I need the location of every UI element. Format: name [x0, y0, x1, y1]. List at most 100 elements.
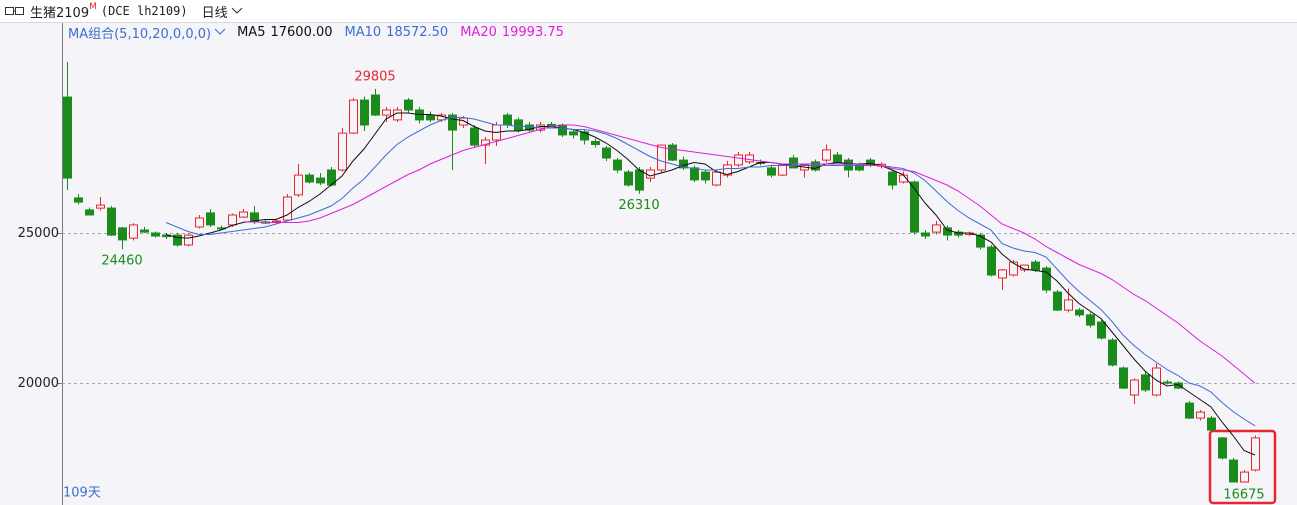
candle-body	[1229, 459, 1238, 483]
candle-body	[723, 164, 732, 176]
candle-body	[1207, 417, 1216, 431]
candle-body	[206, 212, 215, 226]
candle-body	[712, 171, 721, 186]
candle-body	[767, 167, 776, 176]
icon-part	[5, 7, 14, 15]
candle-body	[668, 144, 677, 161]
candle-body	[657, 144, 666, 171]
candle-body	[272, 220, 281, 223]
candle-body	[646, 169, 655, 179]
candle-body	[888, 171, 897, 186]
candle-body	[1075, 309, 1084, 316]
chevron	[214, 28, 226, 35]
chevron	[231, 7, 242, 14]
candle-body	[503, 114, 512, 126]
ma-line	[165, 112, 1256, 456]
candle-body	[910, 181, 919, 233]
candle-body	[140, 229, 149, 233]
candle-body	[1185, 402, 1194, 419]
candle-body	[1240, 471, 1249, 483]
candle-body	[855, 164, 864, 171]
y-tick-label: 20000	[18, 376, 59, 391]
candle-body	[580, 131, 589, 141]
extreme-label: 26310	[618, 198, 659, 213]
symbol-code: (DCE lh2109)	[100, 4, 188, 18]
candle-body	[1196, 411, 1205, 419]
candle-body	[1130, 379, 1139, 396]
candle-body	[1086, 314, 1095, 326]
candle-body	[1119, 367, 1128, 389]
candle-body	[602, 147, 611, 159]
extreme-label: 29805	[354, 69, 395, 84]
candle-body	[96, 204, 105, 209]
candle-body	[404, 99, 413, 111]
candle-body	[734, 154, 743, 166]
icon-part	[15, 7, 24, 15]
candle-body	[118, 227, 127, 241]
candle-body	[481, 139, 490, 146]
candle-body	[987, 246, 996, 276]
candle-body	[1163, 381, 1172, 384]
candle-body	[833, 154, 842, 163]
candle-body	[745, 154, 754, 163]
candle-body	[63, 96, 72, 179]
symbol-flag: M	[89, 2, 97, 12]
title-bar: 生猪2109 M (DCE lh2109) 日线	[0, 0, 1297, 23]
candle-body	[85, 209, 94, 216]
period[interactable]: 日线	[201, 5, 228, 21]
y-tick-label: 25000	[18, 226, 59, 241]
candle-body	[954, 231, 963, 236]
candle-body	[426, 114, 435, 121]
candle-body	[866, 159, 875, 166]
candle-body	[976, 234, 985, 248]
candle-body	[514, 119, 523, 131]
candle-body	[635, 169, 644, 191]
candle-body	[74, 197, 83, 203]
legend-value: 17600.00	[270, 24, 333, 40]
extreme-label: 16675	[1223, 487, 1264, 502]
candle-body	[569, 131, 578, 136]
candle-body	[547, 123, 556, 127]
legend-name: MA5	[237, 24, 266, 40]
candle-body	[184, 234, 193, 246]
candle-body	[1141, 374, 1150, 391]
candle-body	[294, 174, 303, 196]
candle-body	[558, 124, 567, 136]
candle-body	[789, 157, 798, 169]
candle-body	[360, 99, 369, 126]
candle-body	[371, 94, 380, 116]
candle-body	[998, 269, 1007, 279]
link-icon[interactable]	[4, 3, 26, 19]
candle-body	[943, 227, 952, 236]
candle-body	[393, 109, 402, 121]
candle-body	[1053, 291, 1062, 311]
candle-body	[173, 234, 182, 246]
candle-body	[1009, 261, 1018, 276]
candle-body	[305, 174, 314, 183]
ma-line	[165, 117, 1256, 427]
candle-body	[778, 164, 787, 176]
plot-background	[0, 22, 1297, 505]
candle-body	[624, 171, 633, 186]
indicator-name[interactable]: MA组合(5,10,20,0,0,0)	[68, 26, 212, 42]
candle-body	[1031, 261, 1040, 271]
period-count: 109天	[63, 486, 101, 501]
candle-body	[1174, 382, 1183, 389]
highlight-box	[1208, 429, 1277, 505]
legend-name: MA10	[344, 24, 382, 40]
legend-value: 18572.50	[386, 24, 449, 40]
candle-body	[283, 196, 292, 221]
candle-body	[822, 149, 831, 161]
candle-body	[1097, 321, 1106, 339]
indicator-dropdown[interactable]	[213, 27, 227, 37]
candle-body	[591, 141, 600, 145]
candle-body	[1108, 339, 1117, 366]
legend-name: MA20	[460, 24, 497, 40]
candle-body	[701, 171, 710, 181]
period-dropdown[interactable]	[231, 6, 243, 16]
candle-body	[613, 159, 622, 171]
candle-body	[470, 127, 479, 146]
indicator-legend: MA组合(5,10,20,0,0,0) MA5 17600.00 MA10 18572…	[68, 23, 576, 42]
